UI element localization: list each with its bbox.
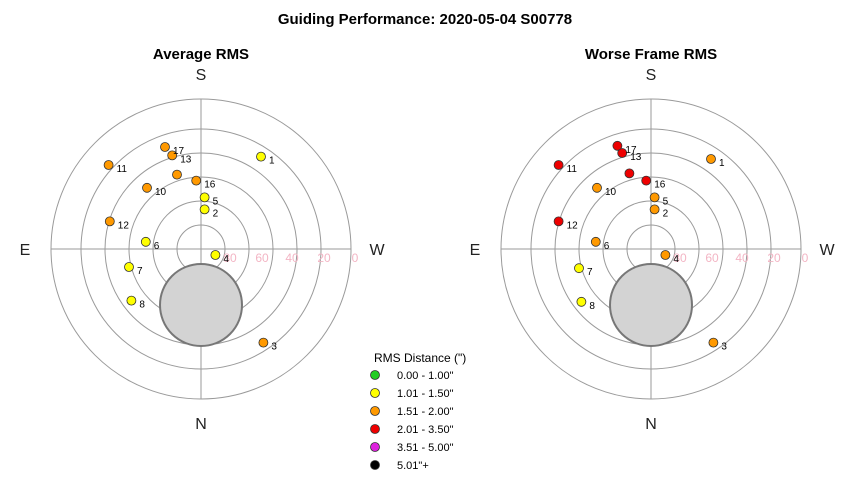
data-point [574, 263, 584, 274]
data-point [124, 262, 134, 272]
point-label: 11 [567, 164, 578, 175]
legend: RMS Distance (") 0.00 - 1.00" 1.01 - 1.50… [370, 351, 466, 472]
obstruction-disc [609, 263, 693, 347]
data-point [142, 182, 152, 193]
data-point [592, 182, 602, 193]
radial-tick-label: 80 [223, 251, 237, 265]
data-point [210, 250, 221, 260]
point-label: 1 [719, 158, 725, 169]
direction-label-left: E [470, 242, 481, 259]
radial-tick-label: 20 [317, 251, 331, 265]
radial-tick-label: 20 [767, 251, 781, 265]
data-point [612, 140, 623, 151]
direction-label-right: W [819, 242, 835, 259]
data-point [258, 337, 269, 348]
data-point [553, 160, 564, 170]
point-label: 7 [137, 266, 143, 277]
data-point [199, 192, 210, 203]
legend-marker [370, 442, 380, 452]
point-label: 7 [587, 267, 593, 278]
direction-label-bottom: N [645, 416, 657, 433]
data-point [553, 216, 564, 227]
point-label: 5 [663, 196, 669, 207]
direction-label-right: W [369, 242, 385, 259]
legend-marker [370, 460, 380, 470]
point-label: 12 [567, 220, 579, 231]
point-label: 3 [721, 342, 727, 353]
radial-tick-label: 40 [735, 251, 749, 265]
legend-item-label: 3.51 - 5.00" [397, 442, 454, 454]
point-label: 16 [204, 180, 216, 191]
data-point [191, 175, 202, 186]
legend-item-label: 0.00 - 1.00" [397, 370, 454, 382]
legend-marker [370, 424, 380, 434]
point-label: 8 [139, 300, 145, 311]
data-point [126, 295, 137, 306]
legend-item-label: 2.01 - 3.50" [397, 424, 454, 436]
radial-tick-label: 80 [673, 251, 687, 265]
point-label: 6 [604, 241, 610, 252]
obstruction-disc [159, 263, 243, 347]
point-label: 1 [269, 156, 275, 167]
point-label: 17 [625, 145, 637, 156]
point-label: 13 [180, 154, 192, 165]
direction-label-left: E [20, 242, 31, 259]
data-point [160, 142, 170, 152]
point-label: 2 [663, 208, 669, 219]
point-label: 16 [654, 180, 666, 191]
point-label: 17 [173, 146, 185, 157]
legend-title: RMS Distance (") [374, 351, 466, 365]
point-label: 11 [117, 164, 128, 175]
data-point [140, 236, 151, 247]
point-label: 10 [605, 187, 617, 198]
point-label: 3 [271, 342, 277, 353]
data-point [103, 160, 114, 170]
legend-marker [370, 370, 380, 380]
data-point [708, 337, 719, 348]
point-label: 8 [589, 301, 595, 312]
point-label: 4 [223, 254, 229, 265]
data-point [660, 250, 671, 260]
legend-item-label: 5.01"+ [397, 460, 429, 472]
radial-tick-label: 0 [802, 251, 809, 265]
direction-label-top: S [196, 67, 207, 84]
legend-item-label: 1.51 - 2.00" [397, 406, 454, 418]
data-point [199, 204, 210, 215]
data-point [576, 296, 587, 307]
data-point [256, 151, 266, 162]
legend-marker [370, 406, 380, 416]
point-label: 6 [154, 241, 160, 252]
radial-tick-label: 60 [255, 251, 269, 265]
point-label: 12 [118, 220, 130, 231]
direction-label-bottom: N [195, 416, 207, 433]
point-label: 4 [673, 254, 679, 265]
data-point [104, 216, 115, 227]
chart-title: Guiding Performance: 2020-05-04 S00778 [278, 11, 572, 28]
data-point [624, 168, 635, 179]
radial-tick-label: 60 [705, 251, 719, 265]
point-label: 5 [213, 196, 219, 207]
point-label: 10 [155, 187, 167, 198]
data-point [641, 175, 652, 186]
data-point [167, 150, 178, 161]
data-point [706, 154, 716, 164]
data-point [617, 148, 628, 158]
data-point [649, 204, 660, 215]
point-label: 13 [630, 152, 642, 163]
panel-title: Average RMS [153, 46, 249, 63]
radial-tick-label: 0 [352, 251, 359, 265]
radial-tick-label: 40 [285, 251, 299, 265]
data-point [590, 236, 601, 247]
legend-item-label: 1.01 - 1.50" [397, 388, 454, 400]
data-point [649, 192, 660, 203]
panel-title: Worse Frame RMS [585, 46, 717, 63]
direction-label-top: S [646, 67, 657, 84]
data-point [172, 169, 182, 180]
legend-marker [370, 388, 380, 398]
point-label: 2 [213, 208, 219, 219]
